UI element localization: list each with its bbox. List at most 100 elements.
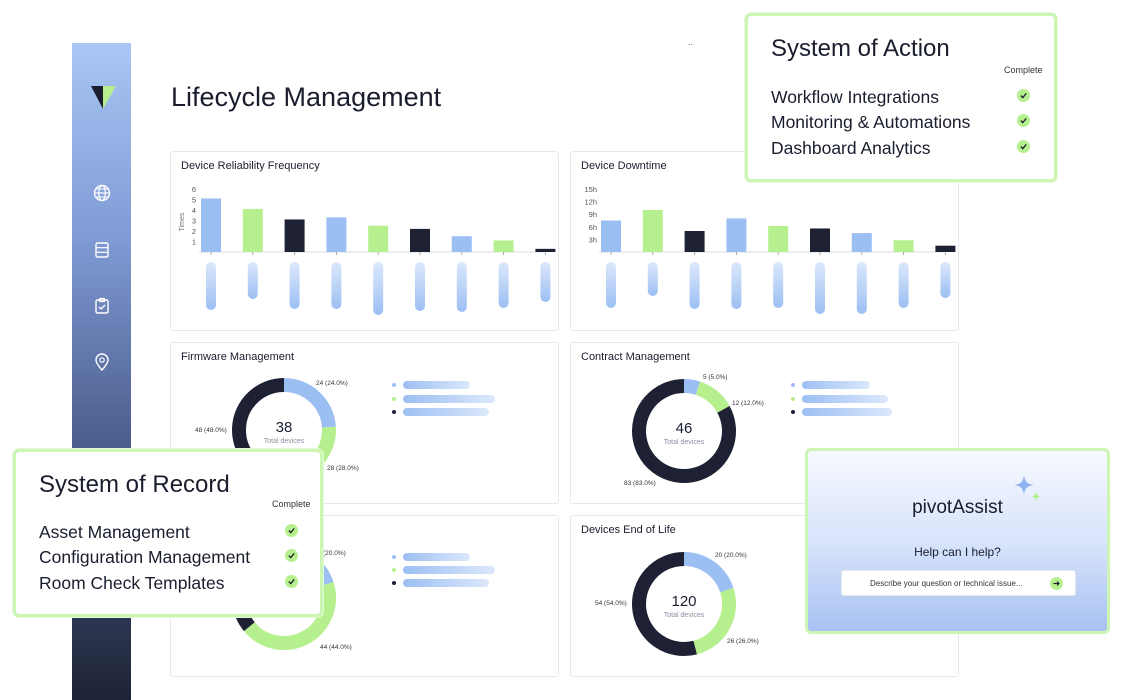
donut-segment — [632, 379, 736, 483]
segment-label: 26 (26.0%) — [727, 638, 759, 645]
brand-part1: pivot — [912, 497, 953, 518]
total-label: Total devices — [663, 439, 705, 446]
bar — [768, 225, 789, 252]
bar — [410, 228, 430, 252]
bar — [242, 208, 263, 252]
legend-dot — [392, 410, 396, 414]
y-tick-label: 3h — [589, 235, 597, 244]
y-tick-label: 5 — [192, 196, 196, 205]
system-of-action-panel: System of Action Complete Workflow Integ… — [745, 13, 1057, 182]
clipboard-icon[interactable] — [92, 296, 112, 316]
placeholder-label-bar — [456, 262, 467, 312]
sparkle-icon — [1014, 475, 1041, 502]
bar — [810, 228, 830, 252]
donut-segment — [693, 587, 736, 655]
bar — [935, 245, 956, 252]
y-tick-label: 12h — [584, 198, 597, 207]
end-of-life-donut — [632, 552, 736, 656]
pivot-assist-panel: pivotAssist Help can I help? Describe yo… — [805, 448, 1110, 634]
segment-label: 54 (54.0%) — [595, 600, 627, 607]
donut-segment — [243, 581, 336, 650]
segment-label: 44 (44.0%) — [320, 644, 352, 651]
bar — [893, 240, 914, 252]
legend-bar — [802, 408, 892, 416]
segment-label: 48 (48.0%) — [195, 427, 227, 434]
card-title: Devices End of Life — [581, 524, 676, 536]
downtime-chart: 3h 6h 9h 12h 15h — [584, 185, 956, 314]
legend-bar — [403, 579, 489, 587]
total-count: 120 — [671, 593, 697, 610]
item-label: Dashboard Analytics — [771, 138, 931, 158]
legend-dot — [791, 410, 795, 414]
segment-label: 24 (24.0%) — [316, 380, 348, 387]
bar — [642, 210, 663, 252]
bar — [601, 220, 621, 252]
check-icon — [285, 549, 298, 562]
card-title: Contract Management — [581, 351, 690, 363]
y-tick-label: 6 — [192, 185, 196, 194]
donut-segment — [683, 552, 734, 593]
reliability-card: Device Reliability Frequency 1 2 3 4 5 6 Times — [170, 151, 559, 331]
legend-dot — [392, 383, 396, 387]
placeholder-label-bar — [856, 262, 867, 314]
card-title: Device Reliability Frequency — [181, 160, 320, 172]
location-pin-icon[interactable] — [92, 352, 112, 372]
check-icon — [1017, 114, 1030, 127]
item-label: Asset Management — [39, 522, 190, 542]
donut-segment — [683, 379, 701, 395]
bar — [493, 240, 514, 252]
checklist-item: Monitoring & Automations — [771, 112, 1041, 132]
legend-bar — [403, 381, 470, 389]
bar — [368, 225, 389, 252]
legend-bar — [802, 395, 888, 403]
donut-segment — [695, 381, 730, 413]
legend-bar — [802, 381, 870, 389]
assist-input[interactable]: Describe your question or technical issu… — [841, 570, 1076, 596]
legend-dot — [791, 397, 795, 401]
legend-bar — [403, 408, 489, 416]
placeholder-label-bar — [206, 262, 216, 310]
bar — [684, 231, 705, 252]
total-label: Total devices — [263, 438, 305, 445]
checklist-item: Workflow Integrations — [771, 87, 1041, 107]
placeholder-label-bar — [940, 262, 951, 298]
legend-bar — [403, 395, 495, 403]
logo-icon[interactable] — [89, 83, 117, 111]
placeholder-label-bar — [498, 262, 509, 308]
placeholder-label-bar — [815, 262, 825, 314]
check-icon — [1017, 140, 1030, 153]
complete-label: Complete — [272, 499, 311, 509]
bar — [851, 233, 872, 252]
placeholder-label-bar — [289, 262, 300, 309]
donut-segment — [632, 552, 697, 656]
y-tick-label: 4 — [192, 206, 196, 215]
placeholder-label-bar — [898, 262, 909, 308]
check-icon — [285, 575, 298, 588]
database-icon[interactable] — [92, 240, 112, 260]
segment-label: 83 (83.0%) — [624, 480, 656, 487]
brand-part2: Assist — [952, 497, 1003, 518]
arrow-right-icon[interactable] — [1050, 577, 1063, 590]
globe-icon[interactable] — [92, 183, 112, 203]
legend-bar — [403, 553, 470, 561]
legend-dot — [392, 568, 396, 572]
total-label: Total devices — [663, 612, 705, 619]
y-tick-label: 2 — [192, 227, 196, 236]
item-label: Monitoring & Automations — [771, 112, 971, 132]
placeholder-label-bar — [731, 262, 742, 309]
legend-dot — [392, 397, 396, 401]
bar — [201, 198, 221, 252]
placeholder-label-bar — [331, 262, 342, 309]
y-tick-label: 9h — [589, 210, 597, 219]
placeholder-label-bar — [415, 262, 425, 311]
bar — [451, 236, 472, 252]
donut-center: 46 Total devices — [639, 420, 729, 446]
item-label: Room Check Templates — [39, 573, 225, 593]
checklist-item: Configuration Management — [39, 547, 309, 567]
placeholder-label-bar — [247, 262, 258, 299]
donut-center: 38 Total devices — [239, 419, 329, 445]
placeholder-label-bar — [373, 262, 384, 315]
system-of-record-panel: System of Record Complete Asset Manageme… — [13, 449, 323, 617]
help-text: Help can I help? — [914, 545, 1001, 559]
placeholder-label-bar — [689, 262, 700, 309]
